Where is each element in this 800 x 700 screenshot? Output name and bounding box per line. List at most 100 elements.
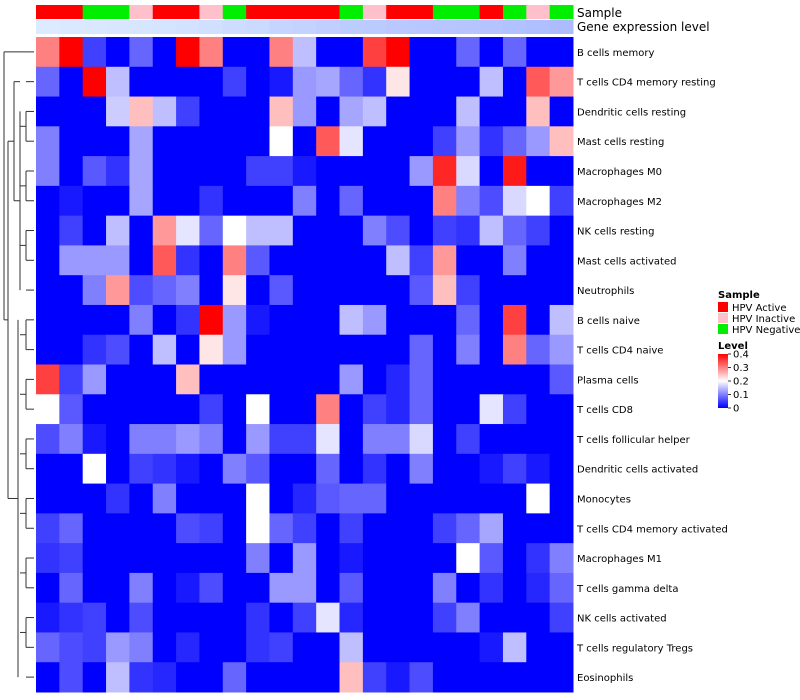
heatmap-cell	[386, 185, 411, 217]
heatmap-cell	[129, 513, 154, 544]
sample-annotation-cell	[549, 5, 574, 19]
heatmap-cell	[432, 275, 457, 306]
heatmap-cell	[386, 364, 411, 395]
heatmap-cell	[432, 304, 457, 336]
heatmap-cell	[199, 632, 224, 663]
heatmap-cell	[432, 96, 457, 127]
heatmap-cell	[246, 453, 270, 485]
heatmap-cell	[549, 156, 574, 187]
heatmap-cell	[362, 632, 387, 663]
heatmap-cell	[152, 275, 177, 306]
row-label: T cells CD4 naive	[576, 346, 663, 357]
heatmap-cell	[409, 126, 434, 157]
heatmap-cell	[129, 185, 154, 217]
heatmap-cell	[432, 632, 457, 663]
heatmap-cell	[222, 185, 247, 217]
heatmap-cell	[526, 513, 551, 544]
heatmap-cell	[176, 126, 200, 157]
heatmap-cell	[176, 424, 200, 455]
heatmap-cell	[129, 275, 154, 306]
row-label: T cells CD4 memory resting	[576, 78, 716, 89]
sample-annotation-cell	[82, 5, 107, 19]
heatmap-cell	[176, 156, 200, 187]
heatmap-cell	[502, 304, 527, 336]
heatmap-cell	[176, 662, 200, 693]
gene-expression-annotation-cell	[456, 20, 481, 34]
heatmap-cell	[456, 424, 481, 455]
heatmap-cell	[82, 632, 107, 663]
gene-expression-annotation-cell	[82, 20, 107, 34]
heatmap-cell	[339, 662, 364, 693]
heatmap-cell	[269, 66, 294, 98]
heatmap-cell	[526, 424, 551, 455]
heatmap-cell	[549, 304, 574, 336]
heatmap-cell	[526, 572, 551, 604]
heatmap-cell	[526, 96, 551, 127]
heatmap-cell	[129, 96, 154, 127]
heatmap-cell	[526, 304, 551, 336]
heatmap-cell	[36, 245, 60, 276]
heatmap-cell	[106, 602, 130, 633]
heatmap-cell	[292, 513, 317, 544]
heatmap-cell	[409, 364, 434, 395]
gene-expression-annotation-cell	[269, 20, 294, 34]
sample-annotation-cell	[292, 5, 317, 19]
sample-track-label: Sample	[577, 6, 622, 20]
heatmap-cell	[82, 156, 107, 187]
heatmap-cell	[549, 364, 574, 395]
heatmap-cell	[292, 215, 317, 246]
sample-annotation-cell	[316, 5, 341, 19]
row-labels: B cells memory T cells CD4 memory resting…	[576, 48, 728, 684]
heatmap-cell	[176, 185, 200, 217]
heatmap-cell	[502, 364, 527, 395]
heatmap-cell	[269, 215, 294, 246]
heatmap-cell	[36, 543, 60, 574]
heatmap-cell	[59, 245, 84, 276]
heatmap-cell	[152, 424, 177, 455]
heatmap-cell	[479, 424, 504, 455]
heatmap-cell	[409, 662, 434, 693]
heatmap-cell	[222, 543, 247, 574]
heatmap-cell	[199, 334, 224, 365]
sample-annotation-cell	[526, 5, 551, 19]
heatmap-cell	[199, 126, 224, 157]
heatmap-cell	[82, 126, 107, 157]
heatmap-cell	[82, 483, 107, 514]
heatmap-cell	[106, 245, 130, 276]
sample-annotation-cell	[339, 5, 364, 19]
heatmap-cell	[386, 602, 411, 633]
heatmap-cell	[246, 66, 270, 98]
heatmap-cell	[316, 572, 341, 604]
heatmap-cell	[222, 37, 247, 68]
heatmap-cell	[106, 483, 130, 514]
heatmap-cell	[479, 334, 504, 365]
heatmap-cell	[292, 37, 317, 68]
row-label: T cells gamma delta	[576, 584, 678, 595]
heatmap-cell	[152, 602, 177, 633]
heatmap-cell	[362, 96, 387, 127]
heatmap-cell	[129, 572, 154, 604]
heatmap-cell	[222, 602, 247, 633]
heatmap-cell	[152, 156, 177, 187]
legend-swatch-hpv-negative	[718, 324, 728, 334]
heatmap-cell	[502, 543, 527, 574]
heatmap-cell	[152, 334, 177, 365]
heatmap-cell	[199, 275, 224, 306]
heatmap-cell	[152, 304, 177, 336]
heatmap-cell	[479, 364, 504, 395]
heatmap-cell	[59, 513, 84, 544]
heatmap-cell	[199, 185, 224, 217]
heatmap-cell	[246, 364, 270, 395]
heatmap-cell	[152, 453, 177, 485]
heatmap-cell	[549, 275, 574, 306]
heatmap-cell	[59, 632, 84, 663]
legend-level-tick-label: 0.2	[733, 377, 749, 388]
heatmap-cell	[339, 185, 364, 217]
heatmap-cell	[362, 364, 387, 395]
heatmap-cell	[502, 245, 527, 276]
heatmap-cell	[106, 185, 130, 217]
row-label: Mast cells activated	[577, 256, 676, 267]
sample-annotation-cell	[129, 5, 154, 19]
sample-annotation-cell	[362, 5, 387, 19]
heatmap-cell	[409, 483, 434, 514]
